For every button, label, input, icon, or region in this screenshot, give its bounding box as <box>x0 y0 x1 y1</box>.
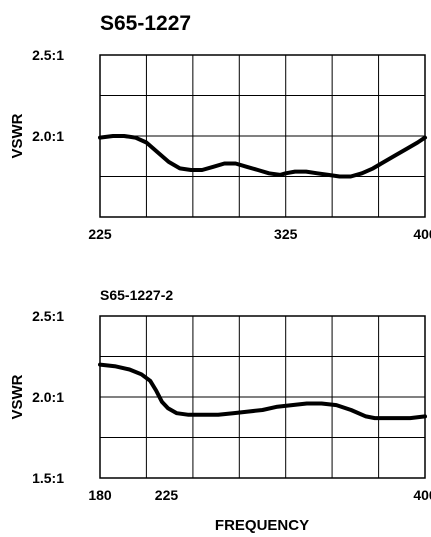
x-tick-label: 400 <box>413 226 431 242</box>
x-tick-label: 225 <box>155 487 179 503</box>
chart-s65-1227: S65-1227 VSWR 2.5:1 2.0:1 225 325 400 <box>9 12 431 242</box>
y-tick-label: 2.5:1 <box>32 47 64 63</box>
vswr-series-line <box>98 134 427 179</box>
y-tick-label: 2.0:1 <box>32 128 64 144</box>
chart-title: S65-1227-2 <box>100 287 173 303</box>
x-axis-label: FREQUENCY <box>215 517 309 534</box>
y-axis-label: VSWR <box>9 113 26 158</box>
chart-s65-1227-2: S65-1227-2 VSWR 2.5:1 2.0:1 1.5:1 180 225 40… <box>9 287 431 503</box>
chart-title: S65-1227 <box>100 12 191 35</box>
y-tick-label: 1.5:1 <box>32 470 64 486</box>
x-tick-label: 225 <box>88 226 112 242</box>
y-tick-label: 2.5:1 <box>32 308 64 324</box>
x-tick-label: 400 <box>413 487 431 503</box>
x-tick-label: 325 <box>274 226 298 242</box>
grid <box>99 54 426 218</box>
y-tick-label: 2.0:1 <box>32 389 64 405</box>
y-tick-labels: 2.5:1 2.0:1 <box>32 47 64 144</box>
plot-frame <box>99 315 426 479</box>
x-tick-labels: 225 325 400 <box>88 226 431 242</box>
y-tick-labels: 2.5:1 2.0:1 1.5:1 <box>32 308 64 486</box>
x-tick-label: 180 <box>88 487 112 503</box>
y-axis-label: VSWR <box>9 374 26 419</box>
vswr-series-line <box>98 362 427 421</box>
grid <box>99 315 426 479</box>
x-tick-labels: 180 225 400 <box>88 487 431 503</box>
